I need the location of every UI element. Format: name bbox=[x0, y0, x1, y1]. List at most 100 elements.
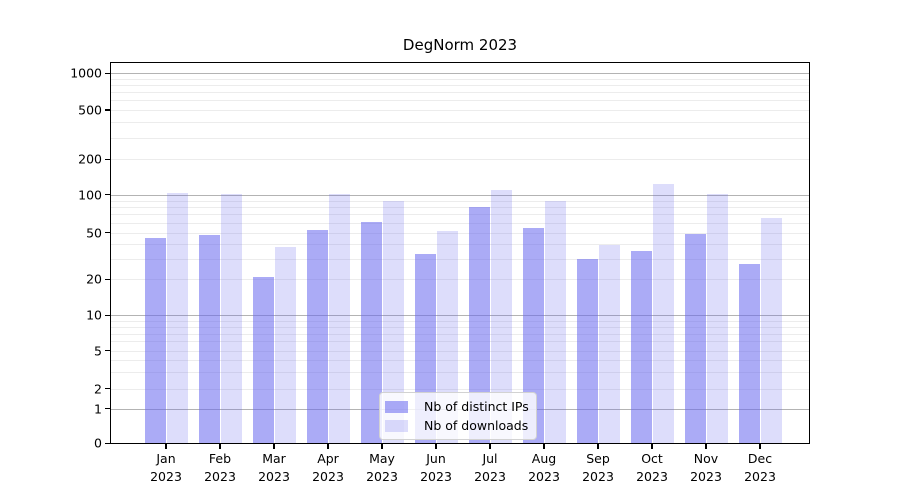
bar-distinct-ips-jul bbox=[468, 206, 490, 443]
minor-gridline bbox=[110, 159, 810, 161]
minor-gridline bbox=[110, 350, 810, 352]
x-tick-mark bbox=[597, 444, 599, 449]
y-tick-label: 500 bbox=[78, 102, 102, 118]
y-tick-mark bbox=[105, 408, 110, 410]
bar-downloads-feb bbox=[220, 193, 242, 443]
y-tick-mark bbox=[105, 314, 110, 316]
x-tick-mark bbox=[759, 444, 761, 449]
bar-downloads-aug bbox=[544, 201, 566, 443]
bar-distinct-ips-feb bbox=[198, 234, 220, 443]
minor-gridline bbox=[110, 360, 810, 361]
month-label: Sep bbox=[586, 451, 610, 466]
y-tick-label: 2 bbox=[94, 381, 102, 397]
year-label: 2023 bbox=[204, 469, 236, 484]
y-tick-label: 100 bbox=[78, 187, 102, 203]
y-tick-mark bbox=[105, 72, 110, 74]
minor-gridline bbox=[110, 388, 810, 390]
x-tick-label-oct: Oct 2023 bbox=[622, 450, 682, 486]
minor-gridline bbox=[110, 122, 810, 123]
y-tick-mark bbox=[105, 388, 110, 390]
x-tick-label-apr: Apr 2023 bbox=[298, 450, 358, 486]
y-tick-label: 0 bbox=[94, 435, 102, 451]
minor-gridline bbox=[110, 326, 810, 328]
x-tick-label-jan: Jan 2023 bbox=[136, 450, 196, 486]
month-label: Apr bbox=[317, 451, 339, 466]
minor-gridline bbox=[110, 100, 810, 102]
bar-downloads-nov bbox=[706, 194, 728, 443]
x-tick-label-jul: Jul 2023 bbox=[460, 450, 520, 486]
month-label: Aug bbox=[531, 451, 557, 466]
minor-gridline bbox=[110, 371, 810, 373]
bar-downloads-mar bbox=[274, 246, 296, 443]
legend-swatch-distinct-ips bbox=[385, 400, 408, 413]
x-tick-mark bbox=[651, 444, 653, 449]
minor-gridline bbox=[110, 85, 810, 87]
x-tick-label-dec: Dec 2023 bbox=[730, 450, 790, 486]
y-tick-mark bbox=[105, 442, 110, 444]
x-tick-mark bbox=[273, 444, 275, 449]
year-label: 2023 bbox=[420, 469, 452, 484]
x-tick-label-feb: Feb 2023 bbox=[190, 450, 250, 486]
minor-gridline bbox=[110, 258, 810, 260]
year-label: 2023 bbox=[744, 469, 776, 484]
month-label: Feb bbox=[208, 451, 232, 466]
x-tick-label-aug: Aug 2023 bbox=[514, 450, 574, 486]
bar-distinct-ips-jan bbox=[144, 238, 166, 443]
y-tick-label: 5 bbox=[94, 343, 102, 359]
bar-distinct-ips-mar bbox=[252, 276, 274, 443]
minor-gridline bbox=[110, 244, 810, 245]
major-gridline bbox=[110, 73, 810, 75]
x-tick-mark bbox=[165, 444, 167, 449]
month-label: Nov bbox=[693, 451, 719, 466]
bar-distinct-ips-aug bbox=[522, 227, 544, 443]
minor-gridline bbox=[110, 206, 810, 208]
x-tick-label-nov: Nov 2023 bbox=[676, 450, 736, 486]
bar-downloads-jul bbox=[490, 189, 512, 443]
year-label: 2023 bbox=[582, 469, 614, 484]
minor-gridline bbox=[110, 78, 810, 80]
legend-item-distinct-ips: Nb of distinct IPs bbox=[385, 397, 529, 416]
x-tick-mark bbox=[705, 444, 707, 449]
minor-gridline bbox=[110, 232, 810, 234]
x-tick-mark bbox=[435, 444, 437, 449]
month-label: May bbox=[369, 451, 395, 466]
x-tick-mark bbox=[381, 444, 383, 449]
minor-gridline bbox=[110, 279, 810, 281]
chart-title: DegNorm 2023 bbox=[402, 36, 518, 54]
year-label: 2023 bbox=[312, 469, 344, 484]
y-tick-label: 1000 bbox=[70, 65, 102, 81]
x-tick-label-jun: Jun 2023 bbox=[406, 450, 466, 486]
y-tick-label: 1 bbox=[94, 401, 102, 417]
major-gridline bbox=[110, 315, 810, 317]
minor-gridline bbox=[110, 222, 810, 224]
bar-downloads-dec bbox=[760, 218, 782, 443]
y-tick-label: 20 bbox=[86, 271, 102, 287]
minor-gridline bbox=[110, 110, 810, 111]
bar-downloads-oct bbox=[652, 183, 674, 443]
month-label: Oct bbox=[641, 451, 663, 466]
bar-downloads-sep bbox=[598, 245, 620, 443]
y-tick-label: 200 bbox=[78, 151, 102, 167]
bar-distinct-ips-may bbox=[360, 221, 382, 443]
month-label: Mar bbox=[262, 451, 286, 466]
legend-swatch-downloads bbox=[385, 419, 408, 432]
bar-downloads-apr bbox=[328, 193, 350, 443]
legend-label-downloads: Nb of downloads bbox=[424, 418, 529, 433]
legend-item-downloads: Nb of downloads bbox=[385, 416, 529, 435]
y-tick-mark bbox=[105, 194, 110, 196]
month-label: Jul bbox=[482, 451, 498, 466]
bar-downloads-jun bbox=[436, 230, 458, 443]
major-gridline bbox=[110, 194, 810, 196]
y-tick-label: 10 bbox=[86, 307, 102, 323]
minor-gridline bbox=[110, 200, 810, 202]
year-label: 2023 bbox=[150, 469, 182, 484]
y-tick-label: 50 bbox=[86, 225, 102, 241]
minor-gridline bbox=[110, 320, 810, 322]
x-tick-label-mar: Mar 2023 bbox=[244, 450, 304, 486]
legend: Nb of distinct IPs Nb of downloads bbox=[379, 392, 537, 440]
minor-gridline bbox=[110, 333, 810, 335]
y-tick-mark bbox=[105, 350, 110, 352]
year-label: 2023 bbox=[636, 469, 668, 484]
minor-gridline bbox=[110, 137, 810, 139]
